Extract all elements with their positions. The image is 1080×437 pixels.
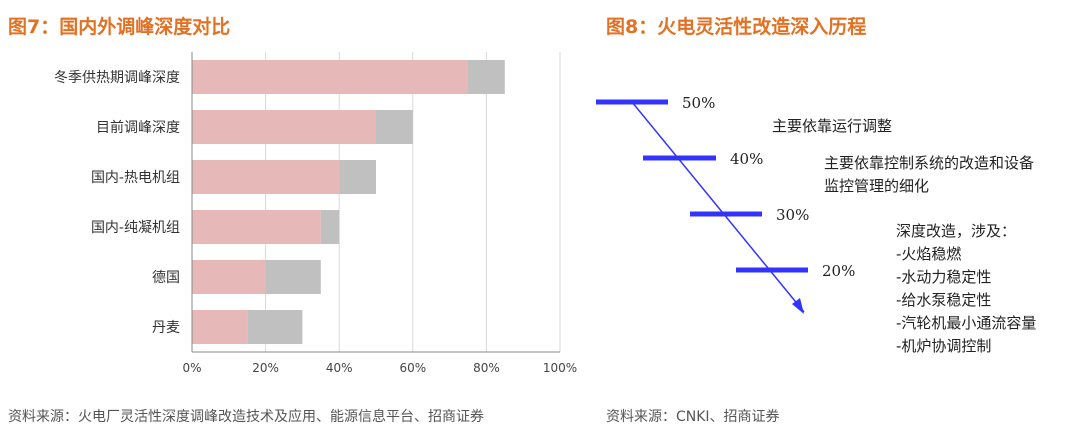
stage-percent-label: 30% <box>776 206 809 224</box>
category-label: 目前调峰深度 <box>96 119 180 136</box>
stage-note-line: 主要依靠控制系统的改造和设备 <box>824 154 1034 172</box>
stage-percent-label: 50% <box>682 94 715 112</box>
bar-segment-primary <box>192 210 321 244</box>
bar-segment-primary <box>192 260 266 294</box>
right-figure-title: 图8：火电灵活性改造深入历程 <box>606 16 867 38</box>
category-label: 丹麦 <box>152 320 180 336</box>
stage-note-line: -给水泵稳定性 <box>896 291 991 309</box>
arrow-head-icon <box>792 298 804 314</box>
bar-segment-primary <box>192 160 340 194</box>
category-label: 冬季供热期调峰深度 <box>54 70 180 86</box>
left-figure-title: 图7：国内外调峰深度对比 <box>8 16 231 38</box>
progress-arrow-line <box>631 101 805 313</box>
x-tick-label: 40% <box>326 361 353 375</box>
bar-segment-primary <box>192 110 376 144</box>
stage-note-line: 主要依靠运行调整 <box>772 117 892 135</box>
x-tick-label: 60% <box>399 361 426 375</box>
category-label: 国内-纯凝机组 <box>91 220 180 236</box>
bar-segment-primary <box>192 310 248 344</box>
x-tick-label: 80% <box>473 361 500 375</box>
bar-segment-primary <box>192 60 468 94</box>
x-tick-label: 20% <box>252 361 279 375</box>
stage-percent-label: 40% <box>730 150 763 168</box>
left-figure-source: 资料来源：火电厂灵活性深度调峰改造技术及应用、能源信息平台、招商证券 <box>8 409 484 425</box>
stage-note-line: 监控管理的细化 <box>824 177 929 195</box>
bar-segment-secondary <box>339 160 376 194</box>
bar-segment-secondary <box>320 210 340 244</box>
right-figure-source: 资料来源：CNKI、招商证券 <box>606 409 780 425</box>
bar-segment-secondary <box>265 260 321 294</box>
category-label: 德国 <box>152 270 180 286</box>
x-tick-label: 0% <box>182 361 201 375</box>
stage-note-line: -汽轮机最小通流容量 <box>896 314 1036 332</box>
bar-segment-secondary <box>468 60 505 94</box>
x-tick-label: 100% <box>543 361 577 375</box>
stage-percent-label: 20% <box>822 262 855 280</box>
stage-note-line: 深度改造，涉及： <box>896 222 1016 240</box>
bar-segment-secondary <box>247 310 303 344</box>
stage-note-line: -水动力稳定性 <box>896 268 991 286</box>
category-label: 国内-热电机组 <box>91 170 180 186</box>
bar-segment-secondary <box>376 110 413 144</box>
stage-note-line: -火焰稳燃 <box>896 245 961 263</box>
stage-note-line: -机炉协调控制 <box>896 337 991 355</box>
